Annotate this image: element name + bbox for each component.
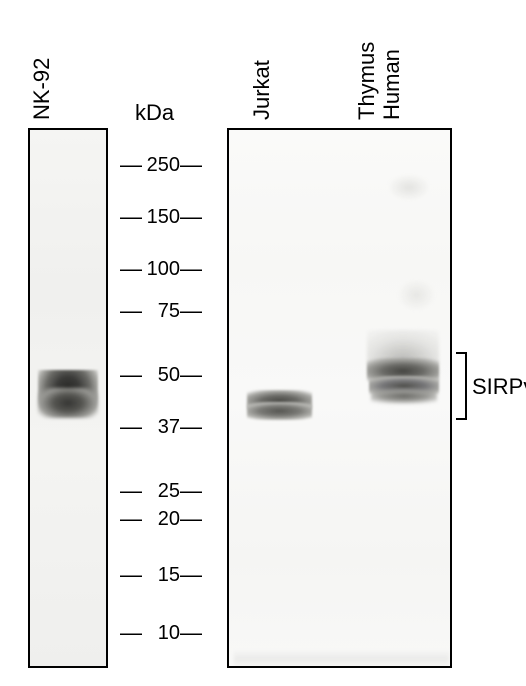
ladder-value: 250	[140, 154, 180, 177]
ladder-tick: —	[180, 478, 200, 504]
ladder-tick: —	[120, 204, 140, 230]
ladder-tick: —	[180, 362, 200, 388]
ladder-row: — 25 —	[120, 478, 200, 504]
ladder-tick: —	[180, 506, 200, 532]
bracket-icon	[456, 352, 470, 420]
lane-label-human: Human	[379, 49, 405, 120]
ladder-value: 100	[140, 258, 180, 281]
lane-label-nk92: NK-92	[29, 58, 55, 120]
ladder-tick: —	[120, 478, 140, 504]
ladder-tick: —	[180, 562, 200, 588]
ladder-tick: —	[120, 414, 140, 440]
western-blot-figure: NK-92 Jurkat Human Thymus kDa — 250 — — …	[0, 0, 526, 686]
ladder-row: — 150 —	[120, 204, 200, 230]
ladder-tick: —	[120, 256, 140, 282]
noise-spot	[234, 650, 449, 668]
ladder-value: 10	[140, 622, 180, 645]
ladder-value: 37	[140, 416, 180, 439]
ladder-tick: —	[120, 506, 140, 532]
ladder-row: — 37 —	[120, 414, 200, 440]
ladder-tick: —	[120, 362, 140, 388]
kda-header: kDa	[135, 100, 174, 126]
ladder-tick: —	[120, 562, 140, 588]
ladder-tick: —	[120, 620, 140, 646]
band-thymus-lower	[371, 388, 437, 404]
blot-panel-right	[227, 128, 452, 668]
ladder-tick: —	[180, 620, 200, 646]
noise-spot	[399, 280, 434, 310]
band-jurkat-lower	[247, 402, 312, 420]
ladder-tick: —	[180, 204, 200, 230]
band-nk92-lower	[38, 388, 98, 418]
ladder-row: — 10 —	[120, 620, 200, 646]
ladder-value: 150	[140, 206, 180, 229]
ladder-tick: —	[180, 152, 200, 178]
ladder-value: 75	[140, 300, 180, 323]
ladder-value: 15	[140, 564, 180, 587]
ladder-row: — 75 —	[120, 298, 200, 324]
ladder-row: — 250 —	[120, 152, 200, 178]
ladder-tick: —	[120, 152, 140, 178]
ladder-tick: —	[180, 298, 200, 324]
lane-label-jurkat: Jurkat	[249, 60, 275, 120]
ladder-value: 50	[140, 364, 180, 387]
ladder-value: 20	[140, 508, 180, 531]
lane-label-thymus: Thymus	[354, 42, 380, 120]
ladder-row: — 50 —	[120, 362, 200, 388]
ladder-row: — 20 —	[120, 506, 200, 532]
ladder-row: — 15 —	[120, 562, 200, 588]
noise-spot	[389, 175, 429, 200]
blot-panel-left	[28, 128, 108, 668]
ladder-value: 25	[140, 480, 180, 503]
ladder-tick: —	[180, 256, 200, 282]
protein-label: SIRPγ	[472, 374, 526, 400]
ladder-tick: —	[180, 414, 200, 440]
ladder-tick: —	[120, 298, 140, 324]
ladder-row: — 100 —	[120, 256, 200, 282]
